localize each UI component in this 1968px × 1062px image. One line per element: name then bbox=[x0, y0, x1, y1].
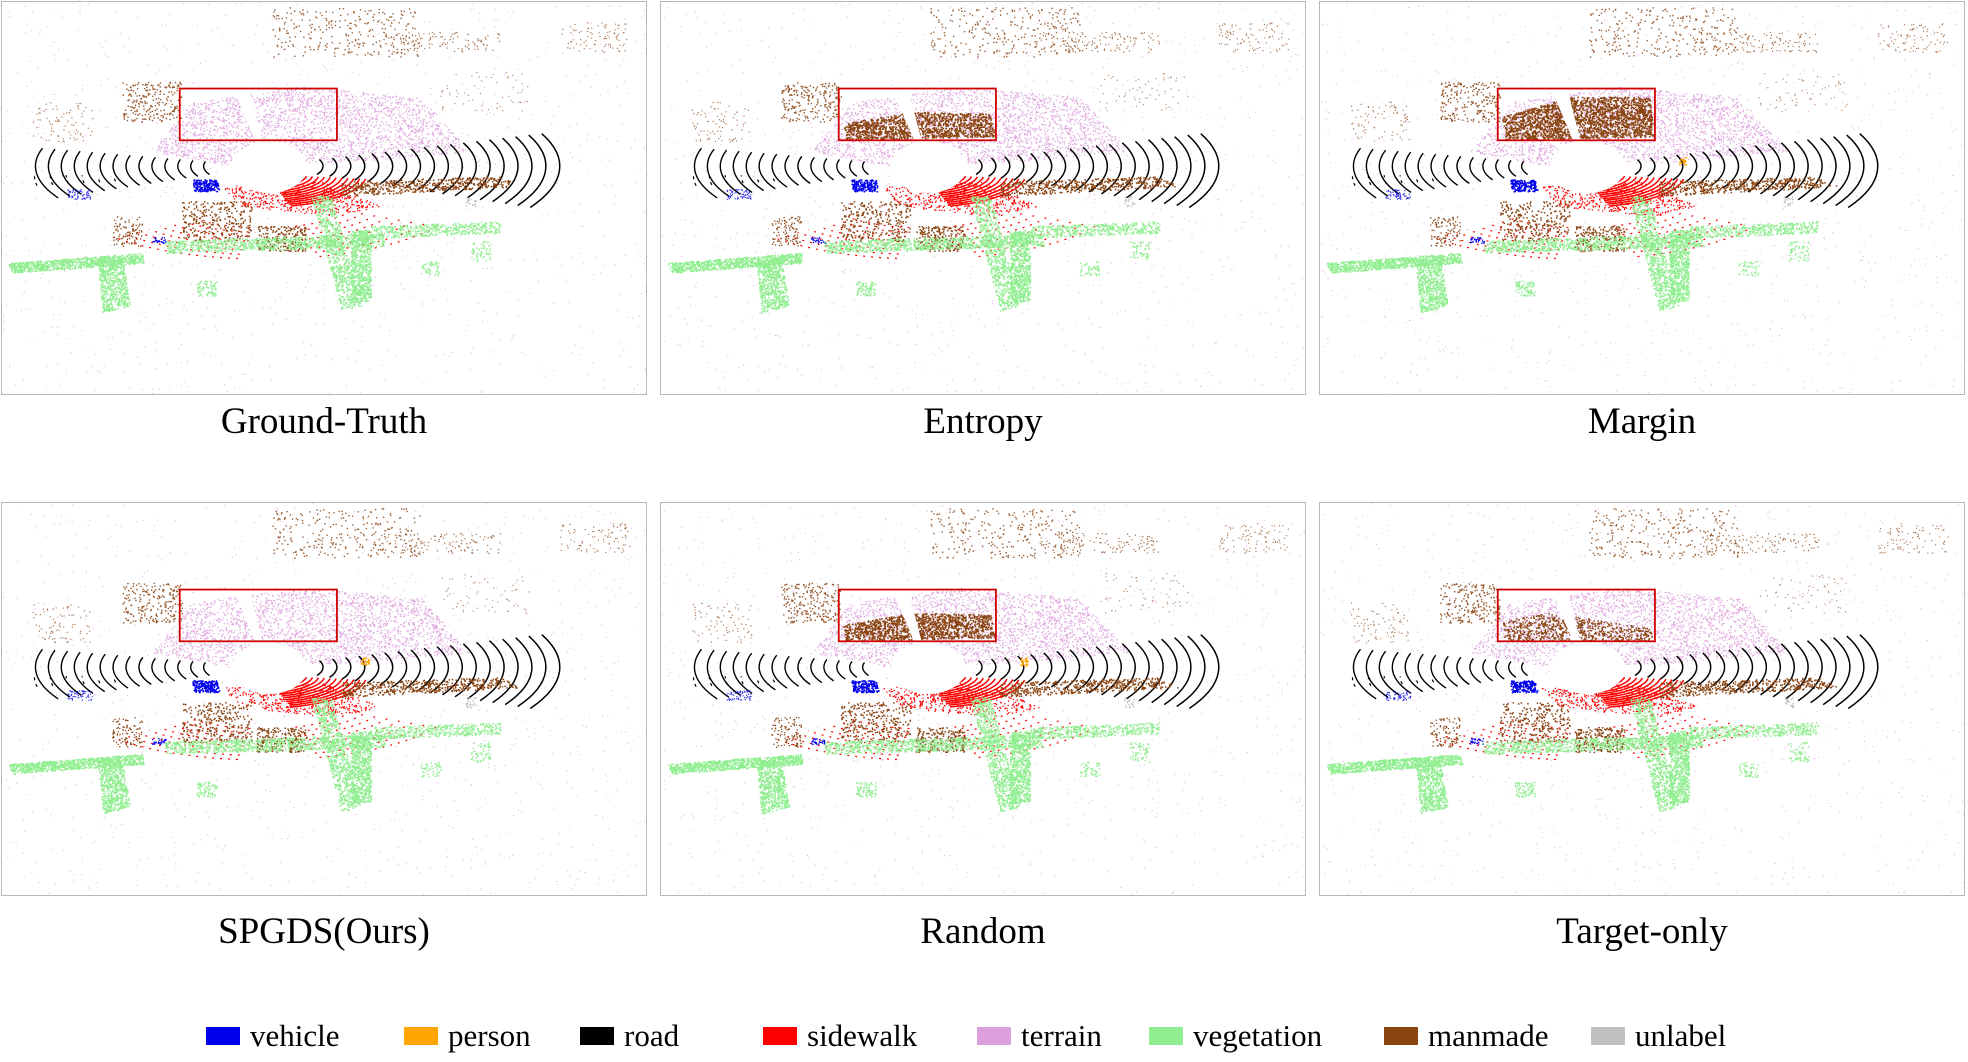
legend-swatch-vehicle bbox=[206, 1027, 240, 1045]
legend-label-unlabel: unlabel bbox=[1635, 1018, 1727, 1053]
legend-label-road: road bbox=[624, 1018, 680, 1053]
caption-entropy: Entropy bbox=[923, 401, 1043, 442]
legend-item-person: person bbox=[404, 1015, 531, 1057]
panel-target-only bbox=[1319, 502, 1965, 896]
legend-label-vegetation: vegetation bbox=[1193, 1018, 1323, 1053]
caption-margin: Margin bbox=[1587, 401, 1697, 442]
point-cloud-target-only bbox=[1320, 503, 1964, 895]
legend-label-person: person bbox=[448, 1018, 531, 1053]
legend-item-road: road bbox=[580, 1015, 679, 1057]
panel-ours bbox=[1, 502, 647, 896]
point-cloud-ground-truth bbox=[3, 2, 646, 394]
legend-swatch-manmade bbox=[1384, 1027, 1418, 1045]
legend-item-manmade: manmade bbox=[1384, 1015, 1549, 1057]
caption-random: Random bbox=[920, 911, 1046, 952]
point-cloud-margin bbox=[1321, 2, 1963, 394]
panel-margin bbox=[1319, 1, 1965, 395]
legend-swatch-sidewalk bbox=[763, 1027, 797, 1045]
legend-swatch-road bbox=[580, 1027, 614, 1045]
legend-item-unlabel: unlabel bbox=[1591, 1015, 1726, 1057]
legend-swatch-vegetation bbox=[1149, 1027, 1183, 1045]
legend-swatch-unlabel bbox=[1591, 1027, 1625, 1045]
legend-label-terrain: terrain bbox=[1021, 1018, 1102, 1053]
legend-swatch-terrain bbox=[977, 1027, 1011, 1045]
point-cloud-ours bbox=[3, 503, 646, 895]
caption-target-only: Target-only bbox=[1556, 911, 1728, 952]
legend: vehicle person road sidewalk terrain veg… bbox=[0, 1015, 1968, 1057]
legend-label-sidewalk: sidewalk bbox=[807, 1018, 918, 1053]
legend-item-vegetation: vegetation bbox=[1149, 1015, 1322, 1057]
legend-label-vehicle: vehicle bbox=[250, 1018, 340, 1053]
legend-item-vehicle: vehicle bbox=[206, 1015, 340, 1057]
panel-entropy bbox=[660, 1, 1306, 395]
legend-swatch-person bbox=[404, 1027, 438, 1045]
point-cloud-entropy bbox=[662, 2, 1304, 394]
caption-ours: SPGDS(Ours) bbox=[218, 911, 430, 952]
legend-item-sidewalk: sidewalk bbox=[763, 1015, 917, 1057]
caption-ground-truth: Ground-Truth bbox=[220, 401, 428, 442]
legend-label-manmade: manmade bbox=[1428, 1018, 1549, 1053]
legend-item-terrain: terrain bbox=[977, 1015, 1102, 1057]
point-cloud-random bbox=[662, 503, 1305, 895]
panel-ground-truth bbox=[1, 1, 647, 395]
panel-random bbox=[660, 502, 1306, 896]
